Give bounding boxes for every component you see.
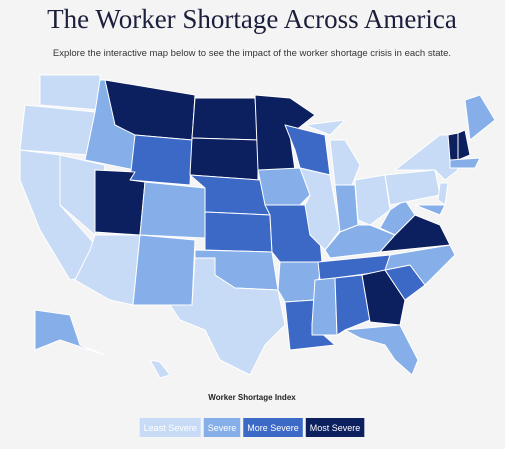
legend-item[interactable]: Severe <box>203 418 241 437</box>
legend-swatch <box>305 418 365 437</box>
legend-swatch <box>243 418 303 437</box>
title: The Worker Shortage Across America <box>47 4 457 34</box>
state[interactable] <box>169 257 286 376</box>
state[interactable] <box>304 119 346 136</box>
state[interactable] <box>394 134 459 181</box>
legend-label: Most Severe <box>310 423 361 433</box>
state[interactable] <box>139 181 206 239</box>
state[interactable] <box>329 139 361 186</box>
subtitle: Explore the interactive map below to see… <box>53 48 451 59</box>
legend-item[interactable]: Most Severe <box>305 418 365 437</box>
legend-swatch <box>203 418 241 437</box>
state[interactable] <box>149 359 171 379</box>
state[interactable] <box>437 182 449 206</box>
state[interactable] <box>204 211 273 253</box>
us-map <box>19 74 496 379</box>
state[interactable] <box>299 167 341 251</box>
state[interactable] <box>19 104 96 156</box>
state[interactable] <box>361 269 406 326</box>
legend-label: More Severe <box>247 423 299 433</box>
state[interactable] <box>34 309 106 356</box>
state[interactable] <box>464 94 496 141</box>
state[interactable] <box>449 157 481 169</box>
legend-label: Severe <box>208 423 237 433</box>
legend-item[interactable]: Least Severe <box>139 418 201 437</box>
state[interactable] <box>344 324 419 376</box>
legend: Least Severe Severe More Severe Most Severe <box>139 418 365 437</box>
state[interactable] <box>132 234 196 306</box>
state[interactable] <box>189 137 259 181</box>
state[interactable] <box>39 74 101 111</box>
state[interactable] <box>191 97 259 141</box>
state[interactable] <box>129 134 193 186</box>
legend-swatch <box>139 418 201 437</box>
state[interactable] <box>324 224 396 259</box>
state[interactable] <box>384 169 441 206</box>
state[interactable] <box>354 174 391 226</box>
state[interactable] <box>257 167 311 206</box>
state[interactable] <box>379 214 451 253</box>
state[interactable] <box>311 277 338 336</box>
state[interactable] <box>414 204 446 216</box>
state[interactable] <box>447 132 459 161</box>
legend-title: Worker Shortage Index <box>208 393 296 402</box>
state[interactable] <box>334 274 371 336</box>
state[interactable] <box>457 129 471 161</box>
legend-label: Least Severe <box>144 423 197 433</box>
legend-item[interactable]: More Severe <box>243 418 303 437</box>
